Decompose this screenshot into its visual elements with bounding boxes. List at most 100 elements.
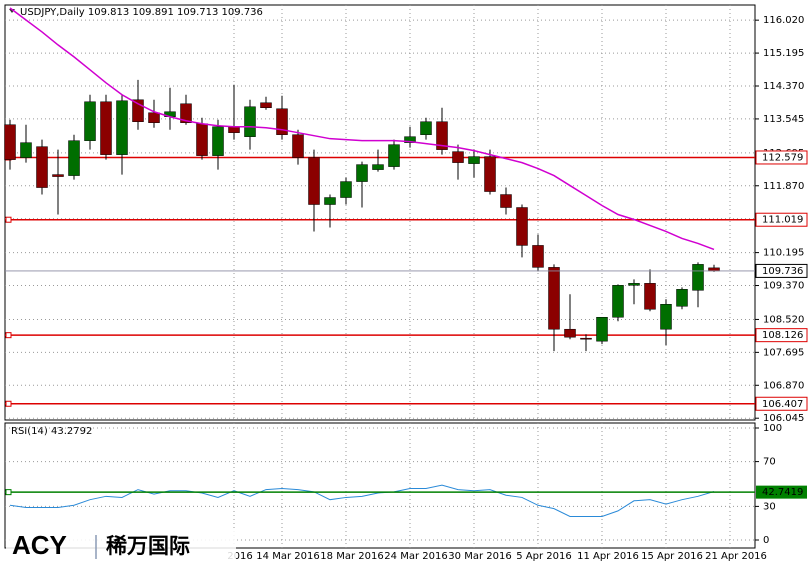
x-tick-label: 30 Mar 2016 [448, 551, 511, 562]
level-label-box [755, 150, 808, 165]
x-tick-label: 15 Apr 2016 [641, 551, 703, 562]
candle-body [564, 328, 576, 338]
candle-body [596, 316, 608, 342]
candle-body [212, 126, 224, 156]
x-tick-label: 24 Mar 2016 [384, 551, 447, 562]
price-panel [4, 4, 756, 421]
y-tick-label: 110.195 [763, 248, 804, 259]
candle-body [580, 337, 592, 340]
candle-body [692, 264, 704, 291]
moving-average [9, 7, 715, 251]
watermark-bg [6, 528, 236, 566]
y-tick-label: 106.045 [763, 413, 804, 424]
y-tick-label: 114.370 [763, 81, 804, 92]
candle-body [404, 136, 416, 143]
y-tick-label: 106.870 [763, 380, 804, 391]
candle-body [228, 126, 240, 133]
level-label: 108.126 [762, 330, 803, 341]
rsi-value: 43.2792 [51, 426, 92, 437]
symbol: USDJPY,Daily [20, 7, 85, 18]
candle-body [708, 267, 720, 272]
rsi-panel [4, 422, 756, 549]
candle-body [292, 134, 304, 158]
y-tick-label: 116.020 [763, 15, 804, 26]
level-handle [5, 332, 12, 339]
rsi-y-tick-label: 30 [763, 501, 776, 512]
rsi-title: RSI(14) 43.2792 [11, 426, 92, 437]
candle-body [148, 112, 160, 123]
level-handle [5, 400, 12, 407]
watermark-brand: ACY [12, 530, 67, 560]
candle-body [612, 285, 624, 318]
candle-body [84, 101, 96, 141]
candle-body [388, 144, 400, 167]
rsi-level-handle [5, 489, 12, 496]
candle-body [324, 197, 336, 205]
candle-body [484, 156, 496, 192]
candle-body [196, 123, 208, 156]
candle-body [36, 146, 48, 188]
candle-body [372, 164, 384, 170]
candle-body [548, 267, 560, 330]
candle-body [452, 151, 464, 163]
level-label: 112.579 [762, 152, 803, 163]
x-tick-label: 5 Apr 2016 [516, 551, 571, 562]
candle-body [180, 103, 192, 123]
candle-body [4, 124, 16, 160]
candle-body [276, 108, 288, 135]
ohlc-low: 109.713 [177, 7, 218, 18]
ohlc-high: 109.891 [132, 7, 173, 18]
candle-body [644, 283, 656, 310]
ohlc-open: 109.813 [88, 7, 129, 18]
x-tick-label: 18 Mar 2016 [320, 551, 383, 562]
rsi-line [9, 484, 715, 517]
candle-body [676, 289, 688, 307]
y-tick-label: 111.870 [763, 181, 804, 192]
level-label-box [755, 328, 808, 343]
candle-body [420, 121, 432, 135]
ohlc-close: 109.736 [222, 7, 263, 18]
current-price-label: 109.736 [762, 266, 803, 277]
candle-body [468, 156, 480, 164]
y-tick-label: 113.545 [763, 114, 804, 125]
chart-title: USDJPY,Daily 109.813 109.891 109.713 109… [20, 7, 263, 18]
x-tick-label: 11 Apr 2016 [577, 551, 639, 562]
rsi-name: RSI(14) [11, 426, 48, 437]
level-label-box [755, 396, 808, 411]
candle-body [52, 174, 64, 177]
watermark-name: 稀万国际 [106, 534, 190, 558]
candle-body [516, 207, 528, 246]
rsi-y-tick-label: 0 [763, 535, 769, 546]
x-tick-label: 2016 [227, 551, 252, 562]
y-tick-label: 107.695 [763, 347, 804, 358]
candle-body [436, 121, 448, 150]
x-tick-label: 21 Apr 2016 [705, 551, 767, 562]
y-tick-label: 115.195 [763, 48, 804, 59]
candle-body [260, 102, 272, 109]
candle-body [68, 140, 80, 176]
candle-body [244, 106, 256, 137]
candle-body [500, 194, 512, 208]
candle-body [308, 157, 320, 205]
rsi-y-tick-label: 100 [763, 423, 782, 434]
candle-body [356, 164, 368, 182]
candle-body [132, 99, 144, 122]
rsi-level-box [756, 485, 807, 499]
level-handle [5, 216, 12, 223]
candle-body [20, 142, 32, 158]
candle-body [116, 100, 128, 155]
y-tick-label: 109.370 [763, 281, 804, 292]
current-price-box [755, 263, 808, 278]
candle-body [628, 283, 640, 286]
level-label: 111.019 [762, 215, 803, 226]
x-tick-label: 14 Mar 2016 [256, 551, 319, 562]
candle-body [660, 304, 672, 330]
level-label-box [755, 212, 808, 227]
candle-body [100, 101, 112, 155]
rsi-level-label: 42.7419 [762, 487, 803, 498]
candle-body [340, 181, 352, 198]
rsi-y-tick-label: 70 [763, 457, 776, 468]
y-tick-label: 108.520 [763, 314, 804, 325]
